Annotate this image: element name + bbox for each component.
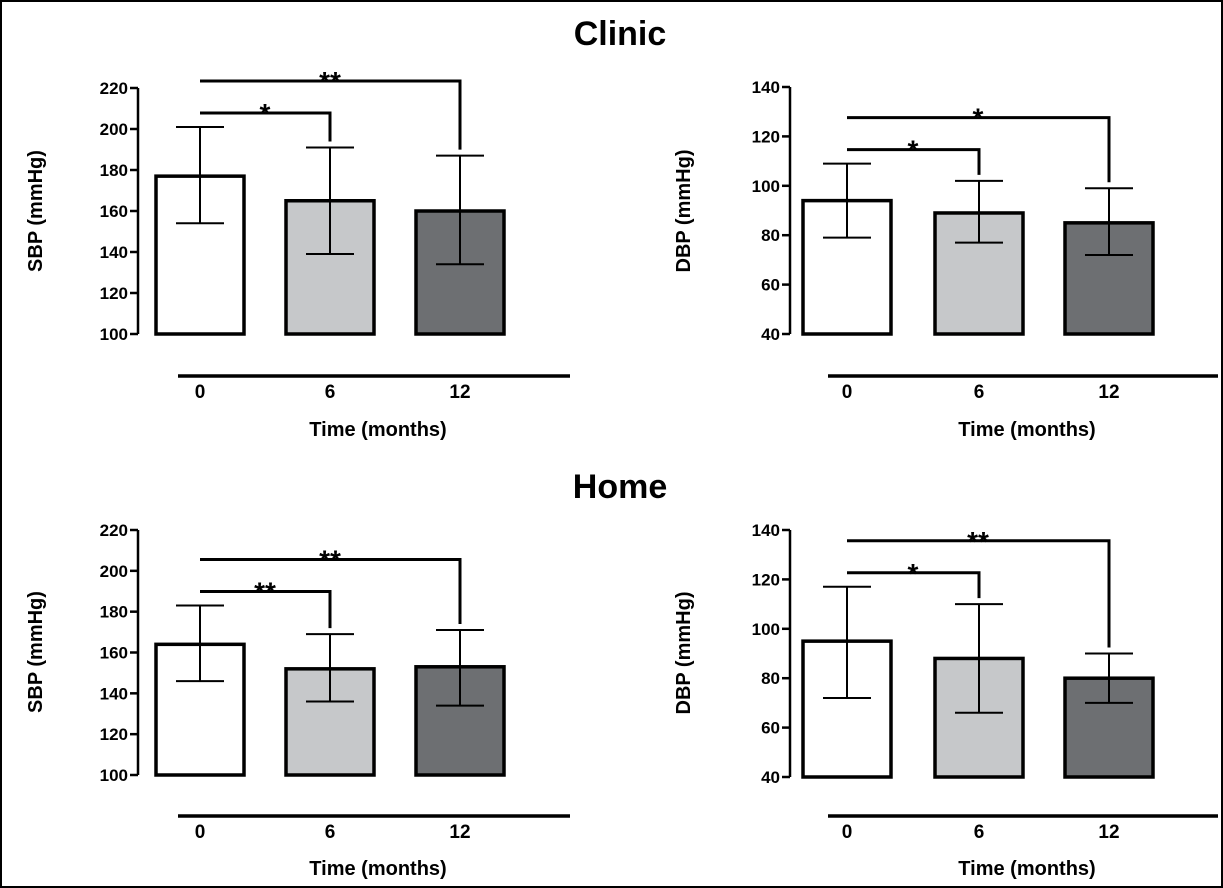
- y-tick-label: 120: [752, 127, 780, 146]
- section-title-clinic: Clinic: [574, 15, 667, 53]
- significance-bracket: [200, 79, 462, 150]
- y-axis-title: SBP (mmHg): [25, 150, 47, 272]
- x-axis-title: Time (months): [309, 858, 446, 880]
- y-tick-label: 200: [100, 562, 128, 581]
- y-axis-title: DBP (mmHg): [673, 592, 695, 715]
- significance-bracket: [200, 111, 332, 142]
- significance-bracket: [200, 590, 332, 629]
- significance-marker: *: [908, 135, 919, 166]
- category-label: 0: [842, 382, 853, 403]
- significance-bracket: [847, 116, 1111, 183]
- significance-bracket: [200, 558, 462, 625]
- x-axis-title: Time (months): [309, 419, 446, 441]
- y-tick-label: 80: [761, 669, 780, 688]
- chart-panel-1: 100 120 140 160 180 200 220 SBP (mmHg) 0 6 12Time …: [25, 66, 570, 441]
- significance-bracket: [847, 148, 981, 175]
- y-axis-title: DBP (mmHg): [673, 150, 695, 273]
- y-tick-label: 60: [761, 276, 780, 295]
- y-tick-label: 40: [761, 325, 780, 344]
- section-title-home: Home: [573, 468, 667, 506]
- significance-marker: *: [260, 98, 271, 129]
- x-axis-title: Time (months): [958, 858, 1095, 880]
- category-label: 0: [842, 822, 853, 843]
- significance-bracket: [847, 571, 981, 599]
- significance-bracket: [847, 539, 1111, 648]
- category-label: 0: [195, 822, 206, 843]
- x-axis-title: Time (months): [958, 419, 1095, 441]
- category-label: 12: [449, 822, 470, 843]
- category-label: 6: [974, 822, 985, 843]
- significance-marker: *: [973, 103, 984, 134]
- y-tick-label: 180: [100, 603, 128, 622]
- y-tick-label: 200: [100, 120, 128, 139]
- y-tick-label: 40: [761, 768, 780, 787]
- y-tick-label: 220: [100, 79, 128, 98]
- significance-marker: **: [319, 66, 341, 97]
- chart-panel-3: 100 120 140 160 180 200 220 SBP (mmHg) 0 6 12Time …: [25, 521, 570, 880]
- y-tick-label: 160: [100, 202, 128, 221]
- category-label: 6: [325, 822, 336, 843]
- category-label: 12: [1098, 822, 1119, 843]
- significance-marker: **: [254, 577, 276, 608]
- y-tick-label: 100: [752, 177, 780, 196]
- category-label: 0: [195, 382, 206, 403]
- category-label: 6: [974, 382, 985, 403]
- y-tick-label: 140: [100, 684, 128, 703]
- y-tick-label: 180: [100, 161, 128, 180]
- y-tick-label: 80: [761, 226, 780, 245]
- bar-month-12: [414, 209, 506, 336]
- y-tick-label: 140: [100, 243, 128, 262]
- bar-month-6: [933, 656, 1025, 779]
- significance-marker: *: [908, 558, 919, 589]
- bar-month-0: [154, 174, 246, 336]
- y-tick-label: 60: [761, 719, 780, 738]
- category-label: 12: [449, 382, 470, 403]
- significance-marker: **: [967, 526, 989, 557]
- y-tick-label: 120: [100, 725, 128, 744]
- y-tick-label: 100: [100, 325, 128, 344]
- category-label: 12: [1098, 382, 1119, 403]
- y-tick-label: 140: [752, 78, 780, 97]
- y-tick-label: 120: [752, 570, 780, 589]
- y-tick-label: 160: [100, 644, 128, 663]
- y-tick-label: 220: [100, 521, 128, 540]
- y-tick-label: 140: [752, 521, 780, 540]
- category-label: 6: [325, 382, 336, 403]
- significance-marker: **: [319, 545, 341, 576]
- y-tick-label: 100: [752, 620, 780, 639]
- y-tick-label: 120: [100, 284, 128, 303]
- y-tick-label: 100: [100, 766, 128, 785]
- y-axis-title: SBP (mmHg): [25, 591, 47, 713]
